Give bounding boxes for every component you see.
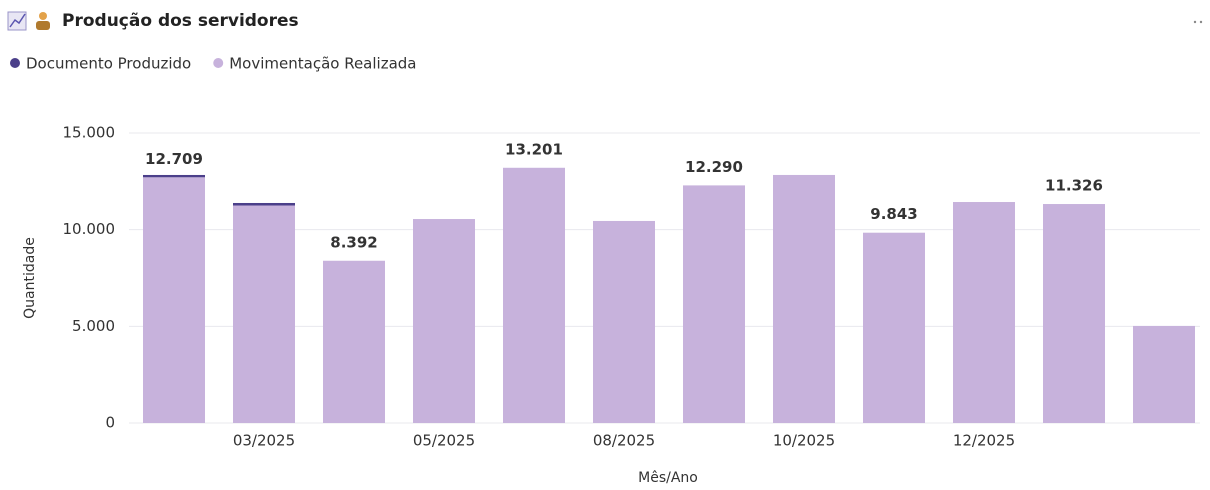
bar-segment xyxy=(413,219,475,423)
more-menu[interactable] xyxy=(1193,20,1203,24)
bar-segment xyxy=(323,260,385,423)
bar-segment xyxy=(1043,204,1105,423)
legend-marker xyxy=(10,58,20,68)
data-label: 12.709 xyxy=(145,150,203,168)
bar-segment xyxy=(503,167,565,423)
bar-segment xyxy=(863,232,925,423)
y-tick-label: 5.000 xyxy=(72,317,115,335)
legend-label: Movimentação Realizada xyxy=(229,55,416,73)
x-tick-label: 03/2025 xyxy=(233,432,295,450)
data-label: 12.290 xyxy=(685,158,743,176)
data-label: 11.326 xyxy=(1045,177,1103,195)
y-axis-label: Quantidade xyxy=(22,237,38,319)
x-tick-label: 12/2025 xyxy=(953,432,1015,450)
data-label: 9.843 xyxy=(870,205,917,223)
bar-segment xyxy=(233,202,295,206)
chart-title: Produção dos servidores xyxy=(62,11,299,31)
legend-label: Documento Produzido xyxy=(26,55,191,73)
data-label: 13.201 xyxy=(505,140,563,158)
bar-segment xyxy=(593,220,655,423)
legend-marker xyxy=(213,58,224,68)
x-tick-label: 08/2025 xyxy=(593,432,655,450)
bar-segment xyxy=(1133,325,1195,423)
chart-icon xyxy=(7,11,50,31)
bar-segment xyxy=(683,185,745,423)
x-axis-label: Mês/Ano xyxy=(638,470,698,486)
data-label: 8.392 xyxy=(330,233,377,251)
bar-segment xyxy=(143,174,205,178)
y-tick-label: 10.000 xyxy=(63,220,116,238)
bar-segment xyxy=(953,202,1015,423)
y-tick-label: 15.000 xyxy=(63,124,116,142)
bar-segment xyxy=(233,205,295,423)
x-tick-label: 05/2025 xyxy=(413,432,475,450)
x-tick-label: 10/2025 xyxy=(773,432,835,450)
bar-segment xyxy=(143,177,205,423)
y-tick-label: 0 xyxy=(105,414,115,432)
bar-segment xyxy=(773,174,835,423)
